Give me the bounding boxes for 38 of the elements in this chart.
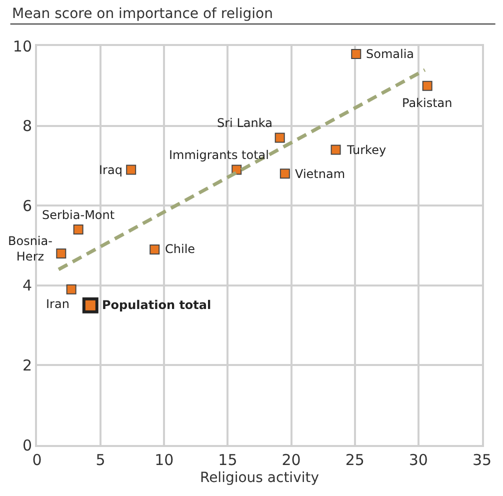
x-tick-label: 15 [218, 451, 238, 469]
y-tick-label: 4 [22, 276, 32, 295]
annotation: Turkey [346, 143, 386, 157]
x-tick-label: 25 [345, 451, 364, 469]
point [422, 80, 432, 91]
annotation: Sri Lanka [217, 116, 272, 130]
y-axis-title: Mean score on importance of religion [12, 6, 273, 22]
annotation: Vietnam [295, 167, 346, 181]
point [66, 284, 76, 294]
point [56, 248, 66, 258]
point [73, 224, 84, 235]
point [126, 164, 136, 175]
y-tick-label: 10 [12, 37, 32, 56]
point [330, 144, 341, 155]
annotation: Somalia [366, 47, 414, 61]
point [351, 48, 362, 59]
annotation: Bosnia- Herz [8, 234, 52, 264]
annotation: Chile [165, 242, 196, 256]
x-tick-label: 10 [154, 451, 174, 469]
annotation: Population total [102, 298, 212, 312]
x-tick-label: 35 [472, 451, 492, 469]
point [274, 132, 285, 143]
annotation: Iraq [99, 163, 122, 177]
x-tick-label: 30 [408, 451, 428, 469]
x-axis-title: Religious activity [200, 470, 320, 486]
point [82, 297, 98, 314]
x-tick-label: 5 [96, 451, 106, 469]
annotation: Pakistan [402, 96, 452, 110]
annotation: Immigrants total [169, 148, 269, 162]
x-tick-label: 20 [282, 451, 301, 469]
y-tick-label: 2 [22, 356, 32, 374]
y-tick-label: 6 [22, 196, 32, 215]
point [280, 168, 290, 179]
y-tick-label: 0 [22, 436, 32, 454]
annotation: Iran [46, 297, 70, 311]
y-tick-label: 8 [22, 117, 32, 136]
annotation: Serbia-Mont [42, 208, 115, 222]
point [150, 244, 160, 254]
